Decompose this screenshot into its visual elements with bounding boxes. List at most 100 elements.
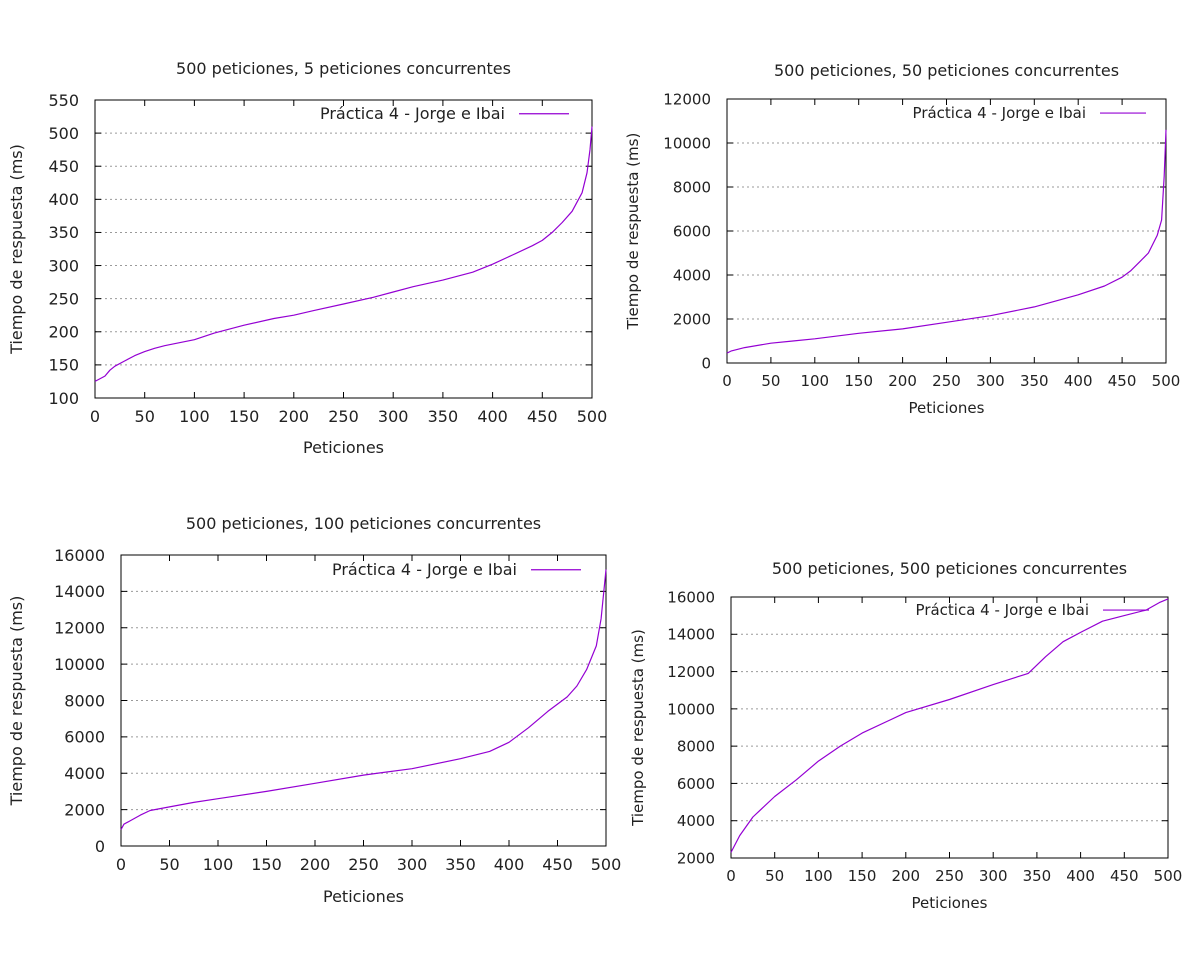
x-tick-label: 100 bbox=[804, 867, 833, 885]
y-tick-label: 150 bbox=[48, 356, 79, 375]
x-tick-label: 200 bbox=[891, 867, 920, 885]
y-tick-label: 10000 bbox=[667, 700, 715, 718]
y-tick-label: 8000 bbox=[677, 738, 715, 756]
y-tick-label: 6000 bbox=[677, 775, 715, 793]
y-tick-label: 8000 bbox=[673, 178, 711, 196]
x-tick-label: 250 bbox=[328, 407, 359, 426]
y-tick-label: 2000 bbox=[673, 310, 711, 328]
series-line bbox=[726, 129, 1167, 354]
y-axis-label: Tiempo de respuesta (ms) bbox=[624, 133, 642, 331]
series-line bbox=[94, 126, 593, 382]
x-tick-label: 250 bbox=[935, 867, 964, 885]
x-axis-label: Peticiones bbox=[303, 438, 384, 457]
legend-label: Práctica 4 - Jorge e Ibai bbox=[916, 601, 1089, 619]
y-tick-label: 16000 bbox=[54, 546, 105, 565]
x-tick-label: 450 bbox=[1110, 867, 1139, 885]
x-tick-label: 150 bbox=[229, 407, 260, 426]
y-tick-label: 14000 bbox=[667, 626, 715, 644]
x-tick-label: 350 bbox=[1023, 867, 1052, 885]
y-tick-label: 14000 bbox=[54, 582, 105, 601]
y-tick-label: 200 bbox=[48, 323, 79, 342]
x-tick-label: 300 bbox=[378, 407, 409, 426]
x-tick-label: 400 bbox=[1066, 867, 1095, 885]
y-axis-label: Tiempo de respuesta (ms) bbox=[7, 596, 26, 807]
x-tick-label: 400 bbox=[494, 855, 525, 874]
series-line bbox=[730, 598, 1169, 853]
x-axis-label: Peticiones bbox=[909, 399, 985, 417]
plot-frame bbox=[94, 99, 593, 399]
x-tick-label: 250 bbox=[348, 855, 379, 874]
y-tick-label: 250 bbox=[48, 289, 79, 308]
x-tick-label: 350 bbox=[428, 407, 459, 426]
x-tick-label: 50 bbox=[765, 867, 784, 885]
x-tick-label: 250 bbox=[932, 372, 961, 390]
x-axis-label: Peticiones bbox=[912, 894, 988, 912]
y-tick-label: 16000 bbox=[667, 588, 715, 606]
y-tick-label: 550 bbox=[48, 91, 79, 110]
x-tick-label: 100 bbox=[179, 407, 210, 426]
y-tick-label: 12000 bbox=[663, 90, 711, 108]
x-tick-label: 100 bbox=[800, 372, 829, 390]
x-tick-label: 350 bbox=[1020, 372, 1049, 390]
x-tick-label: 150 bbox=[844, 372, 873, 390]
y-tick-label: 4000 bbox=[64, 764, 105, 783]
x-tick-label: 50 bbox=[135, 407, 155, 426]
chart-title: 500 peticiones, 5 peticiones concurrente… bbox=[176, 59, 511, 78]
x-tick-label: 200 bbox=[279, 407, 310, 426]
y-tick-label: 8000 bbox=[64, 691, 105, 710]
x-tick-label: 100 bbox=[203, 855, 234, 874]
legend-label: Práctica 4 - Jorge e Ibai bbox=[332, 560, 517, 579]
x-tick-label: 450 bbox=[1108, 372, 1137, 390]
y-tick-label: 400 bbox=[48, 190, 79, 209]
chart-title: 500 peticiones, 100 peticiones concurren… bbox=[186, 514, 541, 533]
y-tick-label: 0 bbox=[95, 837, 105, 856]
y-tick-label: 500 bbox=[48, 124, 79, 143]
y-tick-label: 4000 bbox=[677, 812, 715, 830]
chart-title: 500 peticiones, 50 peticiones concurrent… bbox=[774, 61, 1119, 80]
y-tick-label: 12000 bbox=[54, 619, 105, 638]
x-tick-label: 150 bbox=[251, 855, 282, 874]
series-line bbox=[120, 569, 607, 830]
x-axis-label: Peticiones bbox=[323, 887, 404, 906]
y-tick-label: 0 bbox=[701, 354, 711, 372]
chart-panel-3: 500 peticiones, 100 peticiones concurren… bbox=[7, 514, 621, 906]
x-tick-label: 150 bbox=[848, 867, 877, 885]
x-tick-label: 0 bbox=[722, 372, 732, 390]
y-tick-label: 450 bbox=[48, 157, 79, 176]
y-tick-label: 10000 bbox=[663, 134, 711, 152]
plot-frame bbox=[730, 596, 1169, 859]
legend-label: Práctica 4 - Jorge e Ibai bbox=[913, 104, 1086, 122]
y-tick-label: 10000 bbox=[54, 655, 105, 674]
x-tick-label: 450 bbox=[527, 407, 558, 426]
y-tick-label: 100 bbox=[48, 389, 79, 408]
x-tick-label: 0 bbox=[90, 407, 100, 426]
x-tick-label: 400 bbox=[477, 407, 508, 426]
y-tick-label: 6000 bbox=[64, 728, 105, 747]
x-tick-label: 400 bbox=[1064, 372, 1093, 390]
chart-title: 500 peticiones, 500 peticiones concurren… bbox=[772, 559, 1127, 578]
x-tick-label: 0 bbox=[116, 855, 126, 874]
x-tick-label: 200 bbox=[300, 855, 331, 874]
x-tick-label: 200 bbox=[888, 372, 917, 390]
y-tick-label: 6000 bbox=[673, 222, 711, 240]
x-tick-label: 350 bbox=[445, 855, 476, 874]
chart-panel-1: 500 peticiones, 5 peticiones concurrente… bbox=[7, 59, 607, 457]
chart-panel-4: 500 peticiones, 500 peticiones concurren… bbox=[629, 559, 1182, 912]
legend-label: Práctica 4 - Jorge e Ibai bbox=[320, 104, 505, 123]
chart-panel-2: 500 peticiones, 50 peticiones concurrent… bbox=[624, 61, 1180, 417]
x-tick-label: 500 bbox=[1152, 372, 1181, 390]
x-tick-label: 0 bbox=[726, 867, 736, 885]
x-tick-label: 50 bbox=[159, 855, 179, 874]
x-tick-label: 300 bbox=[976, 372, 1005, 390]
x-tick-label: 500 bbox=[1154, 867, 1183, 885]
x-tick-label: 500 bbox=[591, 855, 622, 874]
y-tick-label: 300 bbox=[48, 256, 79, 275]
x-tick-label: 500 bbox=[577, 407, 608, 426]
y-axis-label: Tiempo de respuesta (ms) bbox=[629, 629, 647, 827]
y-tick-label: 350 bbox=[48, 223, 79, 242]
y-tick-label: 2000 bbox=[677, 849, 715, 867]
x-tick-label: 300 bbox=[397, 855, 428, 874]
x-tick-label: 50 bbox=[761, 372, 780, 390]
x-tick-label: 300 bbox=[979, 867, 1008, 885]
